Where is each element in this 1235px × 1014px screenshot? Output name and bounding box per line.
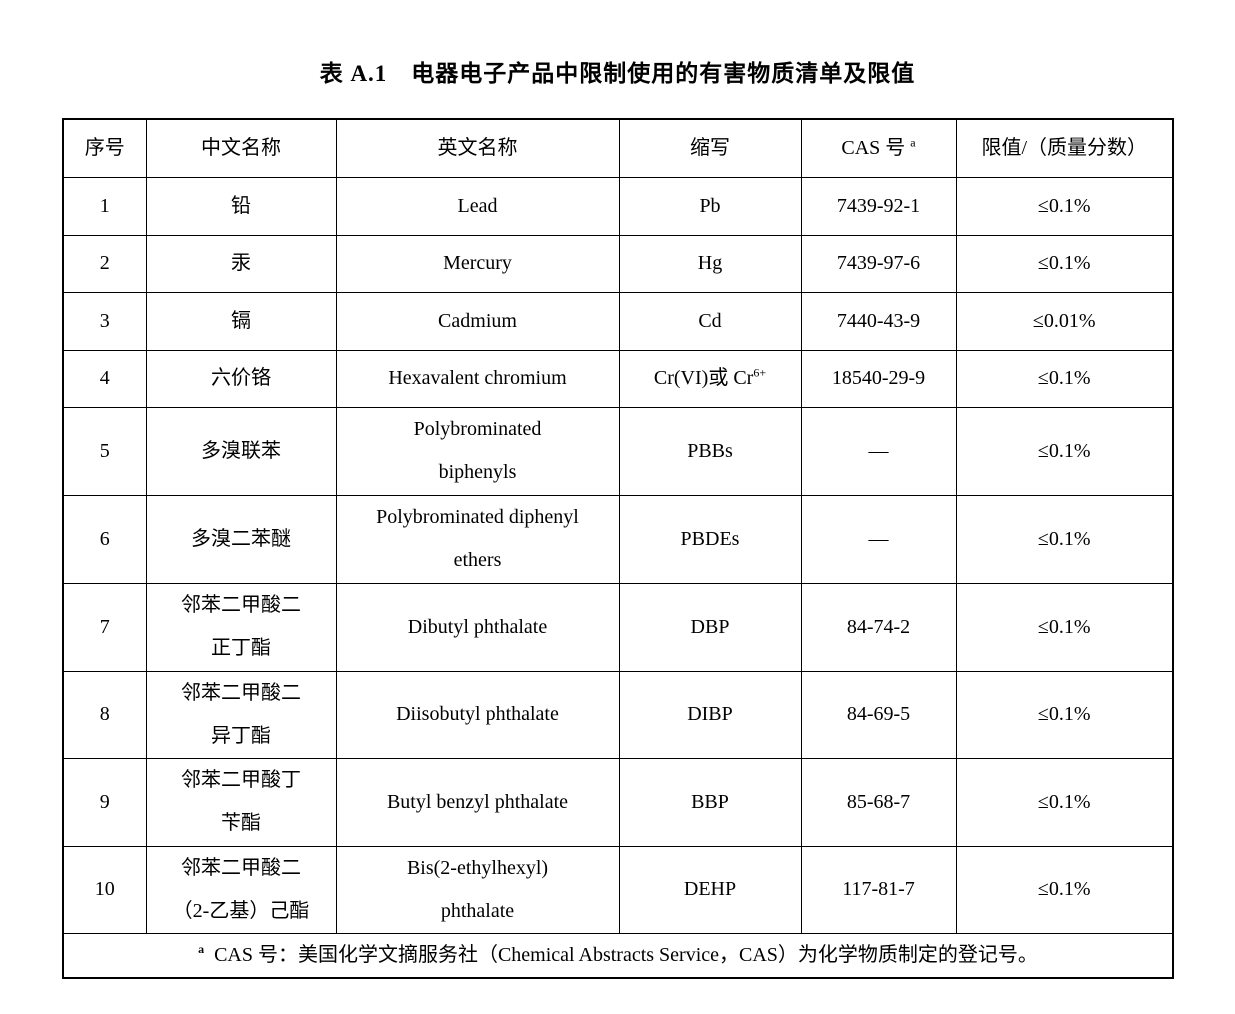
cell-cas: 18540-29-9 — [800, 349, 957, 408]
table-row: 9 邻苯二甲酸丁 苄酯 Butyl benzyl phthalate BBP 8… — [62, 757, 1174, 847]
chromium-abbr-base: Cr(VI)或 Cr — [653, 367, 754, 389]
cell-limit: ≤0.1% — [955, 176, 1174, 236]
cell-abbr: Pb — [618, 176, 802, 236]
cell-abbr: PBDEs — [618, 494, 802, 584]
table-row: 6 多溴二苯醚 Polybrominated diphenyl ethers P… — [62, 494, 1174, 584]
cell-en: Dibutyl phthalate — [335, 582, 620, 672]
cell-en: Lead — [335, 176, 620, 236]
table-row: 7 邻苯二甲酸二 正丁酯 Dibutyl phthalate DBP 84-74… — [62, 582, 1174, 672]
footnote-marker: a — [198, 942, 205, 957]
cell-limit: ≤0.1% — [955, 349, 1174, 408]
cell-cn: 多溴联苯 — [145, 406, 337, 496]
table-row: 3 镉 Cadmium Cd 7440-43-9 ≤0.01% — [62, 291, 1174, 351]
cell-limit: ≤0.1% — [955, 406, 1174, 496]
cell-no: 9 — [62, 757, 147, 847]
cell-abbr: DIBP — [618, 670, 802, 759]
cell-en: Mercury — [335, 234, 620, 293]
column-header-cn: 中文名称 — [145, 118, 337, 178]
table-row: 8 邻苯二甲酸二 异丁酯 Diisobutyl phthalate DIBP 8… — [62, 670, 1174, 759]
cas-header-footnote-marker: a — [910, 135, 916, 150]
table-row: 1 铅 Lead Pb 7439-92-1 ≤0.1% — [62, 176, 1174, 236]
cell-abbr: BBP — [618, 757, 802, 847]
cell-cas: — — [800, 494, 957, 584]
cell-no: 5 — [62, 406, 147, 496]
cell-cn: 铅 — [145, 176, 337, 236]
cell-cn: 汞 — [145, 234, 337, 293]
cell-en: Polybrominated biphenyls — [335, 406, 620, 496]
cell-cas: 7440-43-9 — [800, 291, 957, 351]
cell-abbr: PBBs — [618, 406, 802, 496]
table-row: 5 多溴联苯 Polybrominated biphenyls PBBs — ≤… — [62, 406, 1174, 496]
table-row: 2 汞 Mercury Hg 7439-97-6 ≤0.1% — [62, 234, 1174, 293]
cell-limit: ≤0.1% — [955, 757, 1174, 847]
cell-cn: 邻苯二甲酸二 异丁酯 — [145, 670, 337, 759]
cell-abbr: Cd — [618, 291, 802, 351]
cell-no: 10 — [62, 845, 147, 934]
cas-header-label: CAS 号 — [841, 136, 906, 159]
cell-cn: 六价铬 — [145, 349, 337, 408]
cell-no: 7 — [62, 582, 147, 672]
column-header-limit: 限值/（质量分数） — [955, 118, 1174, 178]
cell-cas: 84-74-2 — [800, 582, 957, 672]
cell-cn: 多溴二苯醚 — [145, 494, 337, 584]
footnote-row: a CAS 号：美国化学文摘服务社（Chemical Abstracts Serv… — [62, 932, 1174, 979]
header-row: 序号 中文名称 英文名称 缩写 CAS 号 a 限值/（质量分数） — [62, 118, 1174, 178]
cell-cas: 7439-97-6 — [800, 234, 957, 293]
cell-no: 3 — [62, 291, 147, 351]
cell-cn: 邻苯二甲酸丁 苄酯 — [145, 757, 337, 847]
cell-limit: ≤0.01% — [955, 291, 1174, 351]
table-row: 10 邻苯二甲酸二 （2-乙基）己酯 Bis(2-ethylhexyl) pht… — [62, 845, 1174, 934]
cell-abbr: DBP — [618, 582, 802, 672]
cell-en: Polybrominated diphenyl ethers — [335, 494, 620, 584]
table-footnote: a CAS 号：美国化学文摘服务社（Chemical Abstracts Serv… — [62, 932, 1174, 979]
cell-abbr: Cr(VI)或 Cr6+ — [618, 349, 802, 408]
cell-no: 8 — [62, 670, 147, 759]
cell-cn: 邻苯二甲酸二 正丁酯 — [145, 582, 337, 672]
cell-no: 2 — [62, 234, 147, 293]
cell-cas: — — [800, 406, 957, 496]
table-title: 表 A.1 电器电子产品中限制使用的有害物质清单及限值 — [319, 61, 916, 86]
cell-cn: 邻苯二甲酸二 （2-乙基）己酯 — [145, 845, 337, 934]
column-header-cas: CAS 号 a — [800, 118, 957, 178]
cell-no: 6 — [62, 494, 147, 584]
cell-abbr: Hg — [618, 234, 802, 293]
cell-en: Hexavalent chromium — [335, 349, 620, 408]
footnote-text: CAS 号：美国化学文摘服务社（Chemical Abstracts Servi… — [214, 943, 1038, 966]
chromium-abbr-superscript: 6+ — [753, 365, 767, 380]
column-header-no: 序号 — [62, 118, 147, 178]
cell-cn: 镉 — [145, 291, 337, 351]
cell-en: Cadmium — [335, 291, 620, 351]
cell-cas: 84-69-5 — [800, 670, 957, 759]
table-row: 4 六价铬 Hexavalent chromium Cr(VI)或 Cr6+ 1… — [62, 349, 1174, 408]
column-header-en: 英文名称 — [335, 118, 620, 178]
column-header-abbr: 缩写 — [618, 118, 802, 178]
cell-limit: ≤0.1% — [955, 582, 1174, 672]
cell-cas: 85-68-7 — [800, 757, 957, 847]
cell-no: 1 — [62, 176, 147, 236]
cell-limit: ≤0.1% — [955, 845, 1174, 934]
cell-cas: 7439-92-1 — [800, 176, 957, 236]
hazardous-substances-table: 序号 中文名称 英文名称 缩写 CAS 号 a 限值/（质量分数） 1 铅 Le… — [62, 118, 1174, 979]
cell-limit: ≤0.1% — [955, 670, 1174, 759]
cell-limit: ≤0.1% — [955, 234, 1174, 293]
cell-limit: ≤0.1% — [955, 494, 1174, 584]
cell-no: 4 — [62, 349, 147, 408]
cell-cas: 117-81-7 — [800, 845, 957, 934]
cell-en: Bis(2-ethylhexyl) phthalate — [335, 845, 620, 934]
cell-en: Diisobutyl phthalate — [335, 670, 620, 759]
cell-en: Butyl benzyl phthalate — [335, 757, 620, 847]
cell-abbr: DEHP — [618, 845, 802, 934]
